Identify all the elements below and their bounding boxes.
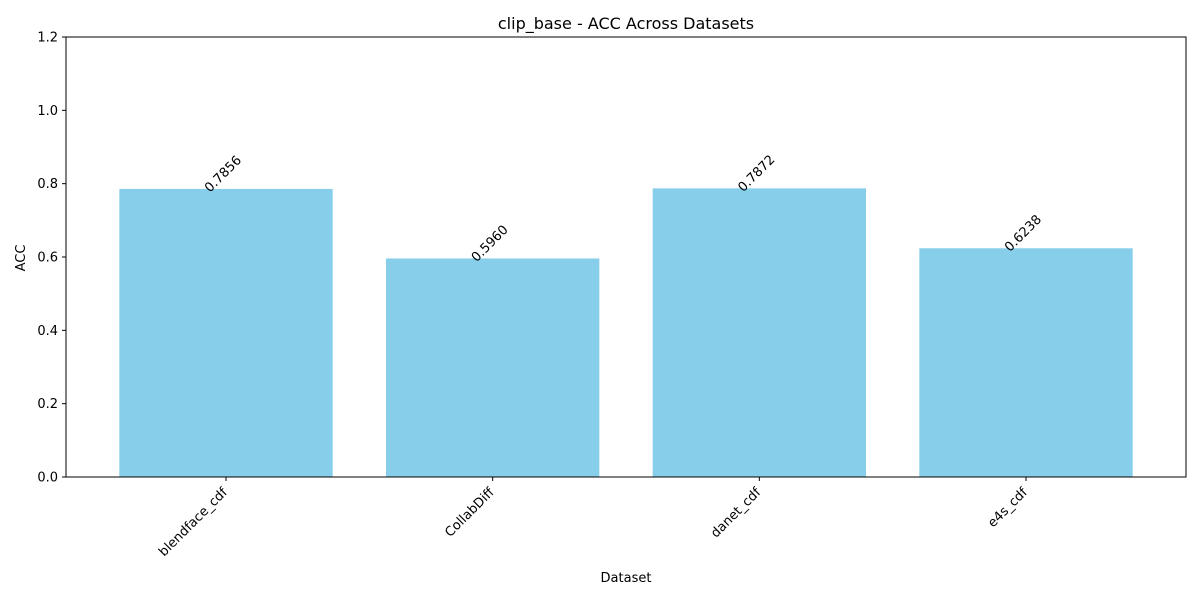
- x-tick-label: CollabDiff: [442, 484, 498, 540]
- bar: [119, 188, 333, 478]
- x-axis: blendface_cdf CollabDiff danet_cdf e4s_cdf: [156, 477, 1031, 560]
- y-axis: 0.0 0.2 0.4 0.6 0.8 1.0 1.2: [37, 31, 66, 486]
- x-axis-label: Dataset: [601, 571, 652, 586]
- bar: [919, 248, 1133, 477]
- x-tick-label: e4s_cdf: [985, 485, 1031, 531]
- plot-frame: [65, 36, 1187, 478]
- y-tick-label: 0.4: [37, 324, 58, 339]
- y-tick-label: 0.6: [37, 251, 58, 266]
- bar: [652, 188, 866, 478]
- y-tick-label: 0.0: [37, 471, 58, 486]
- y-tick-label: 0.2: [37, 397, 58, 412]
- y-tick-label: 1.2: [37, 31, 58, 46]
- x-tick-label: blendface_cdf: [156, 485, 231, 560]
- bar: [386, 258, 600, 477]
- y-tick-label: 1.0: [37, 104, 58, 119]
- x-tick-label: danet_cdf: [708, 485, 764, 541]
- chart-title: clip_base - ACC Across Datasets: [498, 14, 754, 34]
- bars: [119, 188, 1133, 478]
- y-tick-label: 0.8: [37, 177, 58, 192]
- y-axis-label: ACC: [14, 245, 29, 272]
